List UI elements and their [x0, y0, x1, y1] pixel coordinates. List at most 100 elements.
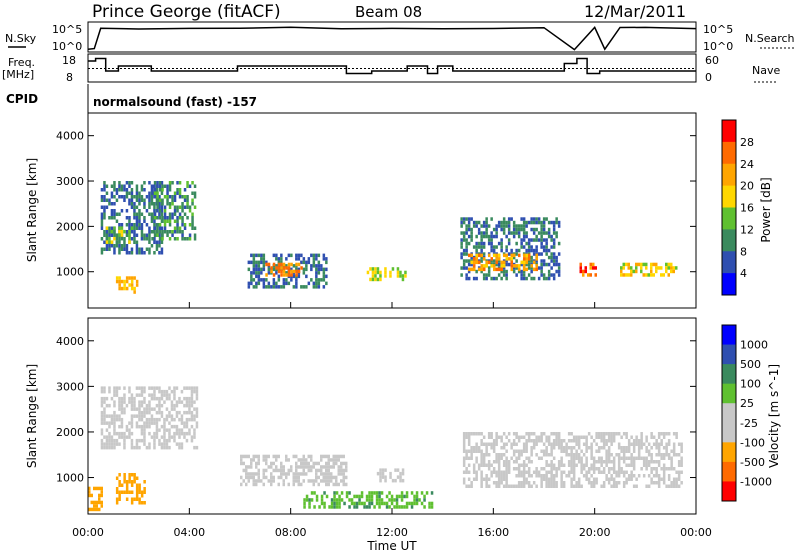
power-echo-cell: [292, 274, 296, 279]
velocity-echo-cell: [185, 410, 189, 415]
velocity-echo-cell: [358, 494, 361, 499]
power-echo-cell: [282, 262, 286, 267]
velocity-echo-cell: [517, 449, 521, 453]
power-echo-cell: [275, 281, 278, 286]
velocity-echo-cell: [602, 442, 606, 446]
velocity-colorbar-label: Velocity [m s^-1]: [767, 364, 781, 468]
power-echo-cell: [507, 224, 511, 228]
nave-tick-low: 0: [705, 71, 712, 84]
power-echo-cell: [545, 241, 548, 246]
power-echo-cell: [123, 240, 126, 244]
velocity-echo-cell: [110, 445, 114, 450]
velocity-echo-cell: [522, 470, 526, 474]
velocity-echo-cell: [580, 484, 583, 488]
velocity-echo-cell: [195, 389, 199, 394]
velocity-echo-cell: [627, 456, 631, 460]
velocity-echo-cell: [617, 470, 621, 474]
velocity-echo-cell: [113, 445, 116, 450]
velocity-echo-cell: [667, 477, 671, 481]
power-echo-cell: [290, 269, 293, 274]
power-echo-cell: [672, 269, 675, 274]
power-echo-cell: [151, 184, 154, 188]
velocity-echo-cell: [257, 468, 260, 473]
velocity-echo-cell: [567, 432, 571, 436]
velocity-echo-cell: [120, 424, 124, 429]
velocity-echo-cell: [90, 493, 93, 498]
velocity-echo-cell: [530, 453, 533, 457]
velocity-echo-cell: [650, 453, 653, 457]
power-echo-cell: [545, 245, 548, 249]
power-echo-cell: [547, 276, 551, 281]
velocity-echo-cell: [650, 456, 653, 460]
velocity-echo-cell: [282, 472, 285, 476]
velocity-echo-cell: [482, 442, 486, 446]
power-echo-cell: [535, 227, 538, 232]
velocity-echo-cell: [462, 456, 466, 460]
power-echo-cell: [120, 236, 124, 241]
velocity-echo-cell: [557, 446, 561, 450]
power-echo-cell: [143, 219, 146, 223]
power-echo-cell: [113, 216, 116, 220]
velocity-echo-cell: [335, 491, 339, 495]
power-echo-cell: [320, 278, 323, 282]
velocity-echo-cell: [113, 442, 116, 446]
power-echo-cell: [148, 233, 151, 237]
velocity-echo-cell: [312, 465, 315, 469]
velocity-echo-cell: [482, 477, 486, 481]
velocity-echo-cell: [250, 475, 253, 480]
power-echo-cell: [173, 191, 177, 195]
velocity-echo-cell: [170, 403, 174, 408]
power-echo-cell: [108, 240, 111, 244]
velocity-echo-cell: [262, 482, 265, 487]
velocity-echo-cell: [622, 449, 626, 453]
velocity-echo-cell: [537, 435, 541, 439]
velocity-echo-cell: [143, 501, 146, 505]
velocity-echo-cell: [495, 460, 498, 464]
power-echo-cell: [478, 260, 481, 265]
velocity-echo-cell: [662, 435, 666, 439]
power-echo-cell: [186, 202, 189, 206]
velocity-colorbar-swatch: [722, 344, 736, 365]
power-echo-cell: [130, 251, 134, 255]
power-echo-cell: [635, 262, 638, 267]
velocity-echo-cell: [660, 439, 663, 443]
power-echo-cell: [257, 271, 261, 275]
power-echo-cell: [115, 219, 119, 223]
power-echo-cell: [527, 238, 531, 242]
velocity-echo-cell: [485, 453, 488, 457]
power-echo-cell: [523, 264, 526, 268]
velocity-echo-cell: [405, 494, 409, 499]
velocity-echo-cell: [318, 505, 321, 509]
velocity-echo-cell: [175, 403, 179, 408]
velocity-echo-cell: [547, 463, 551, 467]
velocity-echo-cell: [130, 403, 134, 408]
velocity-echo-cell: [497, 467, 501, 471]
velocity-echo-cell: [265, 454, 268, 459]
velocity-echo-cell: [612, 463, 616, 467]
power-echo-cell: [460, 241, 463, 246]
velocity-echo-cell: [560, 474, 563, 478]
power-echo-cell: [135, 216, 139, 220]
power-echo-cell: [460, 231, 463, 235]
velocity-echo-cell: [577, 439, 581, 443]
velocity-echo-cell: [403, 505, 406, 509]
velocity-echo-cell: [475, 449, 478, 453]
velocity-echo-cell: [128, 428, 131, 432]
velocity-echo-cell: [500, 470, 503, 474]
velocity-echo-cell: [98, 493, 101, 498]
velocity-echo-cell: [645, 460, 648, 464]
power-echo-cell: [250, 274, 253, 279]
velocity-echo-cell: [138, 414, 141, 418]
velocity-echo-cell: [240, 461, 243, 466]
power-echo-cell: [145, 247, 149, 251]
velocity-echo-cell: [625, 456, 628, 460]
velocity-echo-cell: [158, 428, 161, 432]
nsky-traces: [87, 26, 697, 51]
velocity-echo-cell: [135, 494, 139, 498]
velocity-echo-cell: [178, 442, 181, 446]
power-echo-cell: [153, 240, 156, 244]
power-echo-cell: [376, 267, 380, 271]
power-echo-cell: [550, 238, 553, 242]
velocity-echo-cell: [415, 494, 419, 499]
velocity-echo-cell: [173, 438, 176, 443]
